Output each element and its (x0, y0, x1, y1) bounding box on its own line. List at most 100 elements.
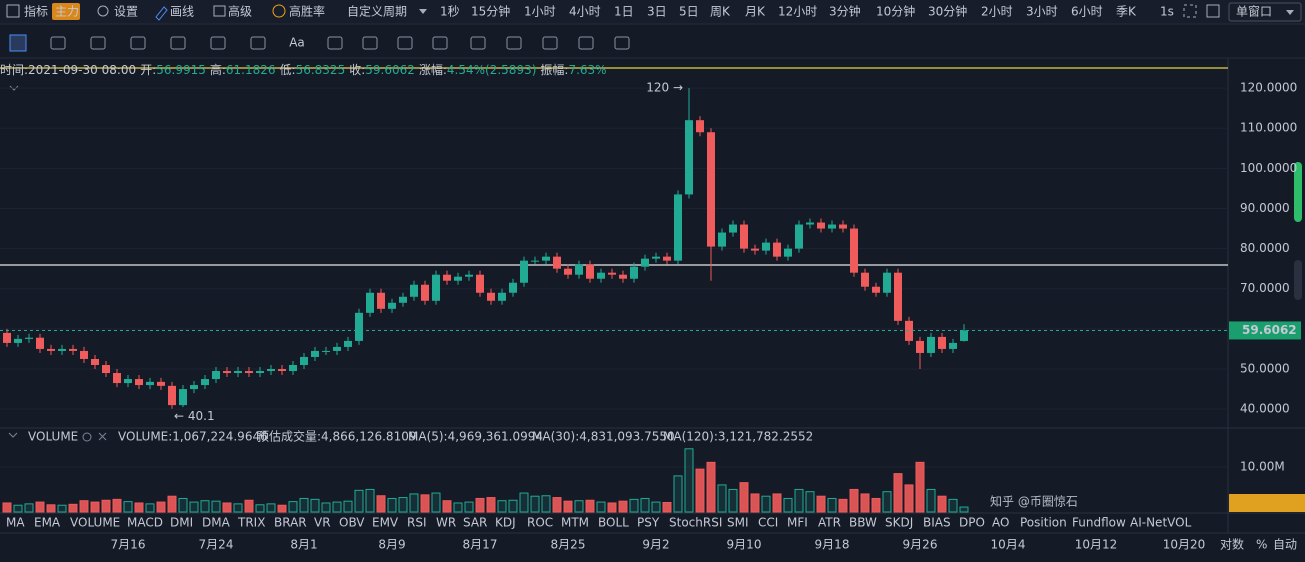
tool-icon[interactable] (9, 34, 27, 52)
indicator-tab[interactable]: PSY (637, 516, 660, 530)
indicator-tab[interactable]: VOLUME (70, 516, 120, 530)
tool-icon[interactable] (130, 36, 146, 50)
indicator-tab[interactable]: AI-NetVOL (1130, 516, 1192, 530)
tool-icon[interactable] (432, 36, 448, 50)
window-select[interactable] (1228, 2, 1302, 22)
candle-body (355, 312, 363, 341)
candle-body (487, 292, 495, 301)
indicator-tab[interactable]: SMI (727, 516, 749, 530)
indicator-tab[interactable]: KDJ (495, 516, 516, 530)
tool-icon[interactable] (578, 36, 594, 50)
tool-icon[interactable] (542, 36, 558, 50)
indicator-tab[interactable]: BBW (849, 516, 877, 530)
axis-option[interactable]: 自动 (1273, 538, 1297, 552)
toolbar-item[interactable]: 6小时 (1071, 5, 1103, 19)
toolbar-item[interactable]: 自定义周期 (347, 4, 407, 19)
indicator-tab[interactable]: TRIX (237, 516, 265, 530)
indicator-tab[interactable]: MA (6, 516, 25, 530)
indicator-tab[interactable]: EMV (372, 516, 399, 530)
tool-icon[interactable] (506, 36, 522, 50)
toolbar-item[interactable]: 指标 (24, 4, 48, 19)
candle-body (861, 272, 869, 287)
candle-body (729, 224, 737, 233)
indicator-tab[interactable]: StochRSI (669, 516, 722, 530)
indicator-tab[interactable]: VR (314, 516, 331, 530)
indicator-tab[interactable]: Position (1020, 516, 1067, 530)
watermark: 知乎 @币圈惊石 (990, 494, 1078, 509)
indicator-tab[interactable]: OBV (339, 516, 365, 530)
axis-option[interactable]: % (1256, 538, 1267, 552)
toolbar-item[interactable]: 1日 (614, 5, 634, 19)
toolbar-item[interactable]: 主力 (55, 5, 79, 19)
toolbar-item[interactable]: 3小时 (1026, 5, 1058, 19)
toolbar-item[interactable]: 5日 (679, 5, 699, 19)
toolbar-item[interactable]: 2小时 (981, 5, 1013, 19)
volume-bar (706, 461, 716, 513)
axis-option[interactable]: 对数 (1220, 537, 1244, 552)
indicator-tab[interactable]: DPO (959, 516, 985, 530)
candle-body (641, 258, 649, 267)
toolbar-item[interactable]: 画线 (170, 5, 194, 19)
indicator-tab[interactable]: ROC (527, 516, 553, 530)
indicator-tab[interactable]: SKDJ (885, 516, 913, 530)
indicator-tab[interactable]: BOLL (598, 516, 629, 530)
tool-icon[interactable] (397, 36, 413, 50)
tool-icon[interactable] (50, 36, 66, 50)
toolbar-item[interactable]: 季K (1116, 5, 1137, 19)
indicator-tab[interactable]: AO (992, 516, 1009, 530)
scrollbar[interactable] (1294, 162, 1302, 222)
volume-bar (68, 503, 78, 513)
toolbar-item[interactable]: 12小时 (778, 5, 817, 19)
toolbar-item[interactable]: 月K (745, 5, 766, 19)
volume-bar (321, 502, 331, 513)
toolbar-item[interactable]: 高级 (228, 4, 252, 19)
indicator-tab[interactable]: DMI (170, 516, 193, 530)
volume-bar (57, 504, 67, 513)
tool-icon[interactable] (170, 36, 186, 50)
tool-icon[interactable] (327, 36, 343, 50)
tool-text[interactable]: Aa (289, 36, 305, 50)
tool-icon[interactable] (90, 36, 106, 50)
indicator-tab[interactable]: MACD (127, 516, 163, 530)
toolbar-item[interactable]: 高胜率 (289, 4, 325, 19)
toolbar-item[interactable]: 3日 (647, 5, 667, 19)
toolbar-item[interactable]: 单窗口 (1236, 5, 1272, 19)
indicator-tab[interactable]: SAR (463, 516, 487, 530)
indicator-tab[interactable]: RSI (407, 516, 427, 530)
volume-bar (849, 488, 859, 513)
icon (8, 432, 18, 438)
toolbar-item[interactable]: 10分钟 (876, 4, 915, 19)
indicator-tab[interactable]: MFI (787, 516, 808, 530)
scrollbar[interactable] (1294, 260, 1302, 300)
toolbar-item[interactable]: 1小时 (524, 5, 556, 19)
toolbar-item[interactable]: 1s (1160, 5, 1174, 19)
indicator-tab[interactable]: DMA (202, 516, 231, 530)
candle-body (795, 224, 803, 249)
toolbar-item[interactable]: 30分钟 (928, 4, 967, 19)
tool-icon[interactable] (362, 36, 378, 50)
toolbar-item[interactable]: 1秒 (440, 5, 460, 19)
indicator-tab[interactable]: MTM (561, 516, 589, 530)
icon (1183, 4, 1197, 18)
toolbar-item[interactable]: 3分钟 (829, 4, 861, 19)
collapse-icon[interactable] (9, 85, 19, 91)
indicator-tab[interactable]: ATR (818, 516, 841, 530)
toolbar-item[interactable]: 4小时 (569, 5, 601, 19)
icon (419, 9, 427, 14)
indicator-tab[interactable]: BIAS (923, 516, 951, 530)
volume-bar (508, 499, 518, 513)
toolbar-item[interactable]: 周K (710, 5, 731, 19)
indicator-tab[interactable]: BRAR (274, 516, 307, 530)
tool-icon[interactable] (614, 36, 630, 50)
toolbar-item[interactable]: 设置 (114, 5, 138, 19)
tool-icon[interactable] (250, 36, 266, 50)
indicator-tab[interactable]: CCI (758, 516, 778, 530)
indicator-tab[interactable]: WR (436, 516, 456, 530)
toolbar-item[interactable]: 15分钟 (471, 4, 510, 19)
indicator-tab[interactable]: EMA (34, 516, 61, 530)
candle-body (190, 385, 198, 390)
tool-icon[interactable] (210, 36, 226, 50)
indicator-tab[interactable]: Fundflow (1072, 516, 1126, 530)
tool-icon[interactable] (470, 36, 486, 50)
